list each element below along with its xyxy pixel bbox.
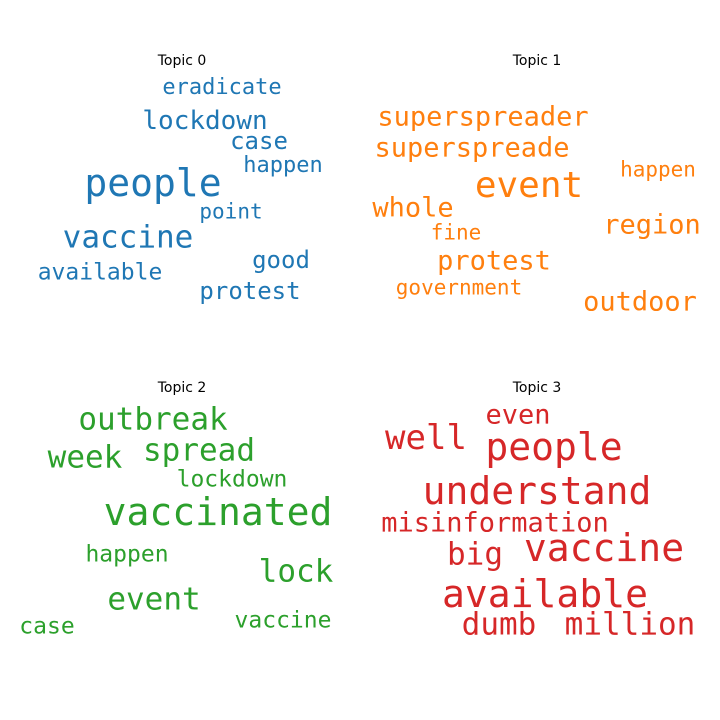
topic-2-word-vaccine: vaccine [234, 607, 332, 634]
topic-0-word-lockdown: lockdown [142, 106, 268, 136]
topic-2-word-week: week [47, 439, 123, 476]
panel-title-topic-1: Topic 1 [512, 53, 562, 69]
topic-3-word-understand: understand [422, 469, 652, 513]
topic-1-word-event: event [474, 165, 584, 206]
topic-3-word-big: big [447, 536, 503, 573]
topic-1-word-superspreader: superspreader [377, 101, 589, 133]
topic-2-word-vaccinated: vaccinated [103, 490, 333, 534]
topic-1-word-happen: happen [620, 157, 696, 182]
panel-title-topic-3: Topic 3 [512, 380, 562, 396]
topic-3-word-dumb: dumb [461, 606, 537, 643]
topic-0-word-people: people [84, 161, 222, 205]
topic-3-word-million: million [564, 606, 696, 643]
topic-3-word-even: even [485, 399, 551, 431]
topic-0-word-happen: happen [243, 153, 323, 178]
topic-0-word-case: case [230, 127, 288, 155]
panel-title-topic-0: Topic 0 [157, 53, 207, 69]
topic-2-word-happen: happen [85, 541, 169, 568]
topic-0-word-point: point [199, 199, 263, 224]
topic-3-word-well: well [385, 418, 467, 458]
topic-1-word-whole: whole [372, 192, 454, 224]
topic-0-word-available: available [37, 259, 163, 286]
topic-2-word-event: event [107, 581, 201, 618]
topic-3-word-people: people [485, 425, 623, 469]
topic-1-word-region: region [603, 209, 701, 241]
topic-1-word-outdoor: outdoor [583, 286, 697, 318]
topic-2-word-spread: spread [143, 432, 255, 469]
topic-3-word-vaccine: vaccine [523, 526, 685, 570]
topic-2-word-lockdown: lockdown [176, 466, 288, 493]
panel-title-topic-2: Topic 2 [157, 380, 207, 396]
topic-3-word-misinformation: misinformation [381, 507, 609, 539]
topic-1-word-protest: protest [437, 245, 551, 277]
topic-2-word-lock: lock [258, 553, 334, 590]
topic-0-word-protest: protest [199, 277, 301, 305]
topic-1-word-fine: fine [430, 220, 482, 245]
topic-2-word-outbreak: outbreak [78, 401, 228, 438]
topic-3-word-available: available [442, 572, 648, 616]
topic-1-word-superspreade: superspreade [374, 132, 570, 164]
topic-0-word-vaccine: vaccine [62, 219, 194, 256]
topic-2-word-case: case [19, 613, 75, 640]
topic-0-word-good: good [252, 246, 310, 274]
topic-1-word-government: government [395, 275, 523, 300]
topic-0-word-eradicate: eradicate [162, 75, 282, 100]
